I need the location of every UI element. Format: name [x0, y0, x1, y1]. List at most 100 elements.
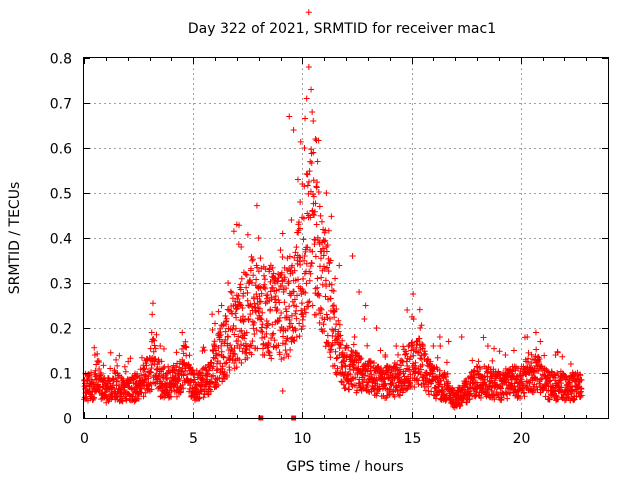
data-point [463, 381, 470, 388]
data-point [158, 358, 165, 365]
data-point [247, 311, 254, 318]
data-point [219, 378, 226, 385]
data-point [352, 374, 359, 381]
data-point [281, 354, 288, 361]
data-point [509, 368, 516, 375]
data-point [328, 281, 335, 288]
data-point [186, 352, 193, 359]
data-point [417, 366, 424, 373]
data-point [432, 384, 439, 391]
y-tick-label: 0 [63, 412, 72, 428]
data-point [273, 287, 280, 294]
data-point [436, 334, 443, 340]
data-point [215, 351, 222, 358]
data-point [280, 333, 287, 340]
data-point [305, 9, 312, 16]
x-tick-label: 15 [404, 431, 422, 447]
data-point [244, 354, 251, 361]
data-point [293, 244, 300, 251]
data-point [578, 392, 585, 399]
data-point [145, 375, 152, 382]
data-point [361, 376, 368, 383]
data-point [434, 354, 441, 361]
data-point [373, 325, 380, 331]
chart-title: Day 322 of 2021, SRMTID for receiver mac… [188, 21, 496, 37]
data-point [313, 183, 320, 190]
data-point [153, 331, 160, 338]
data-point [350, 348, 357, 355]
data-point [203, 366, 210, 373]
data-point [411, 384, 418, 391]
data-point [297, 199, 304, 205]
data-point [265, 320, 272, 327]
data-point [537, 338, 544, 345]
data-point [311, 241, 318, 248]
data-point [319, 245, 326, 252]
data-point [259, 309, 266, 316]
data-point [546, 377, 553, 384]
data-point [212, 355, 219, 362]
data-point [266, 352, 273, 359]
data-point [316, 319, 323, 326]
data-point [261, 276, 268, 283]
data-point [254, 345, 261, 352]
data-point [125, 358, 132, 365]
data-point [314, 158, 321, 165]
data-point [261, 333, 268, 340]
y-tick-label: 0.5 [50, 187, 72, 203]
data-point [345, 344, 352, 351]
data-point [484, 343, 491, 349]
data-point [521, 393, 528, 400]
data-point [320, 263, 327, 270]
data-point [222, 360, 229, 367]
data-point [276, 299, 283, 306]
data-point [296, 333, 303, 340]
data-point [533, 346, 540, 353]
data-point [302, 289, 309, 296]
data-point [525, 355, 532, 362]
ticks-layer: 0 0.1 0.2 0.3 0.4 0.5 0.6 0.7 0.8 0 5 10 15 20 [50, 52, 609, 447]
data-point [418, 322, 425, 329]
data-point [176, 364, 183, 371]
data-point [209, 348, 216, 355]
data-point [306, 298, 313, 305]
data-point [298, 300, 305, 307]
data-point [253, 291, 260, 298]
data-point [350, 341, 357, 348]
data-point [332, 348, 339, 355]
data-point [345, 380, 352, 387]
data-point [131, 396, 138, 403]
data-point [445, 378, 452, 385]
data-point [407, 371, 414, 378]
data-point [374, 390, 381, 397]
data-point [305, 212, 312, 219]
data-point [237, 281, 244, 288]
data-point [364, 382, 371, 389]
data-point [135, 395, 142, 402]
data-point [292, 327, 299, 334]
data-point [539, 364, 546, 371]
data-point [332, 275, 339, 282]
data-point [571, 396, 578, 403]
data-point [488, 387, 495, 394]
data-point [340, 381, 347, 388]
data-point [261, 352, 268, 359]
data-point [298, 326, 305, 333]
data-point [419, 361, 426, 368]
data-point [412, 359, 419, 366]
data-point [328, 342, 335, 349]
data-point [389, 379, 396, 386]
data-point [286, 303, 293, 310]
data-point [180, 385, 187, 392]
data-point [223, 359, 230, 366]
data-point [121, 363, 128, 370]
data-point [250, 325, 257, 332]
data-point [333, 355, 340, 362]
data-point [242, 340, 249, 347]
data-point [314, 284, 321, 291]
data-point [227, 288, 234, 295]
data-point [262, 285, 269, 292]
data-point [410, 352, 417, 359]
data-point [287, 320, 294, 327]
data-point [210, 363, 217, 370]
